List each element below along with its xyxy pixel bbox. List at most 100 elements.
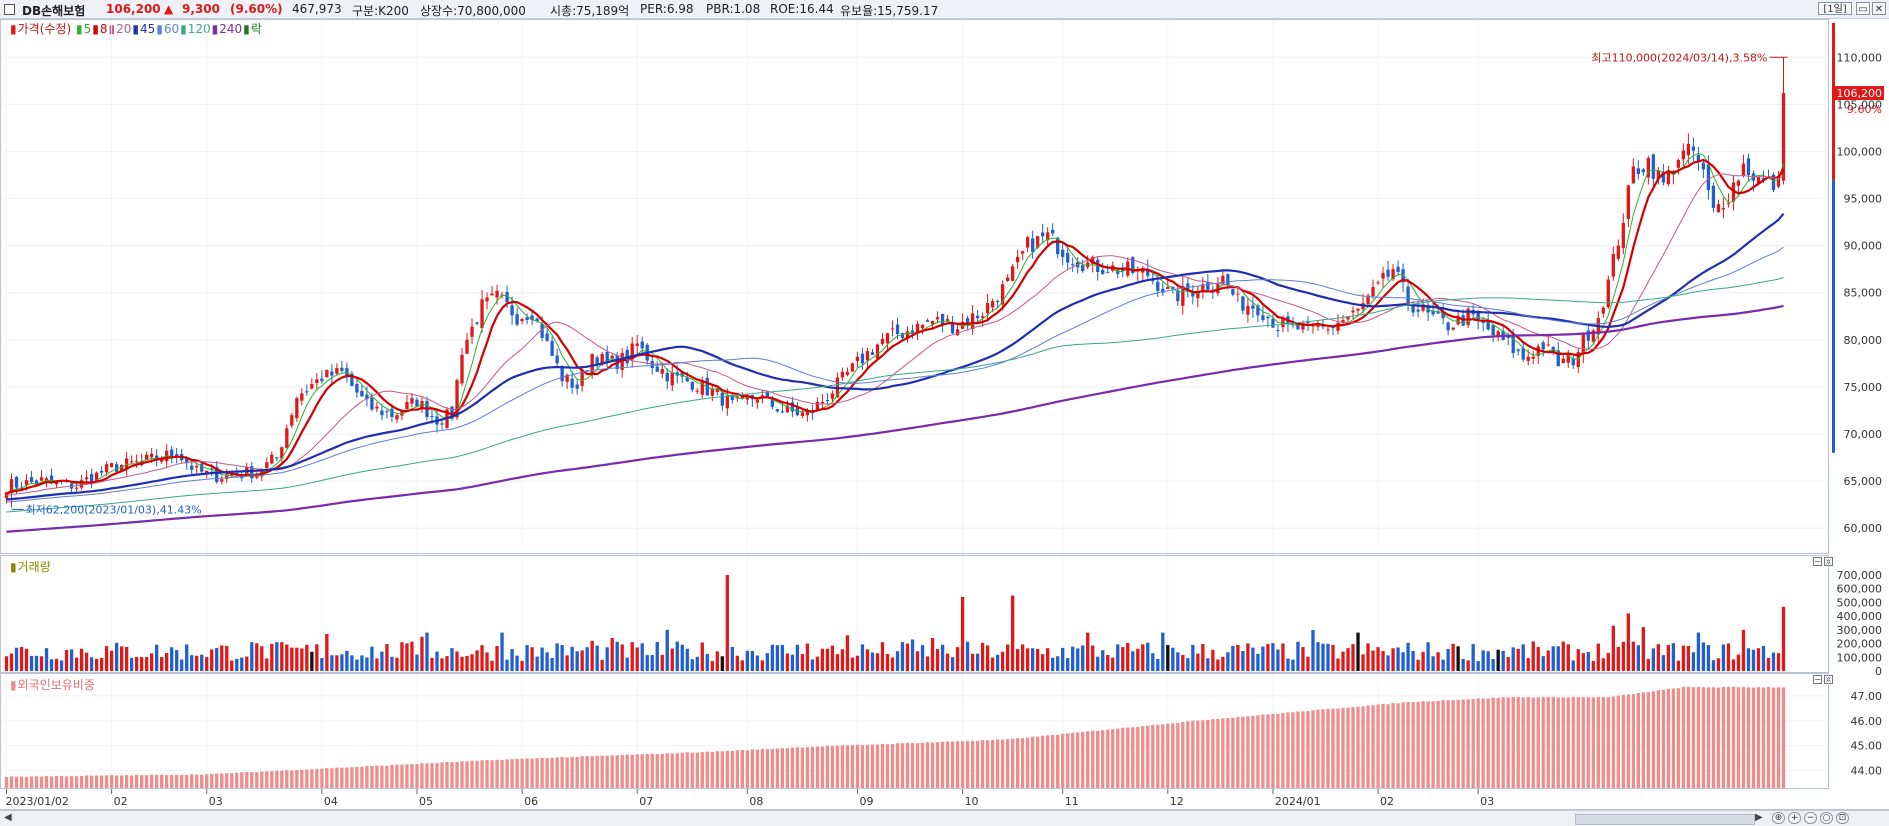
volume-bar	[1511, 647, 1515, 671]
zoom-in-icon[interactable]: +	[1788, 812, 1801, 824]
foreign-bar	[725, 750, 729, 788]
volume-bar	[245, 656, 249, 671]
foreign-bar	[820, 746, 825, 788]
volume-bar	[1681, 645, 1686, 671]
volume-bar	[1276, 649, 1280, 671]
candle-body	[705, 377, 709, 396]
foreign-bar	[920, 742, 925, 788]
volume-bar	[835, 654, 840, 671]
volume-bar	[325, 633, 329, 671]
candle-body	[1686, 143, 1691, 156]
foreign-bar	[250, 772, 254, 788]
candle-body	[510, 305, 514, 316]
period-button[interactable]: [1일]	[1818, 2, 1852, 15]
candle-body	[1521, 347, 1525, 360]
volume-bar	[485, 652, 489, 671]
volume-bar	[39, 656, 44, 671]
volume-bar	[475, 650, 479, 671]
foreign-bar	[1366, 705, 1370, 788]
stock-name[interactable]: DB손해보험	[22, 4, 86, 18]
candle-body	[270, 454, 274, 464]
candle-body	[465, 339, 469, 354]
zoom-fit-icon[interactable]: ⊡	[1836, 812, 1849, 824]
candle-body	[340, 367, 344, 371]
volume-bar	[1621, 641, 1625, 671]
foreign-bar	[1626, 694, 1630, 788]
foreign-bar	[59, 775, 64, 788]
foreign-bar	[79, 775, 84, 788]
candle-body	[590, 353, 594, 375]
foreign-bar	[1291, 712, 1295, 788]
volume-bar	[775, 645, 780, 671]
legend-ma-4[interactable]: 60	[163, 22, 180, 36]
legend-ma-3[interactable]: 45	[139, 22, 156, 36]
zoom-out-icon[interactable]: −	[1804, 812, 1817, 824]
candle-body	[915, 323, 920, 333]
foreign-panel-minimize-icon[interactable]: −	[1813, 675, 1822, 684]
scroll-thumb[interactable]	[1575, 814, 1755, 825]
volume-bar	[140, 657, 144, 671]
volume-bar	[1031, 648, 1035, 671]
candle-body	[54, 481, 59, 485]
foreign-bar	[1020, 738, 1025, 788]
candle-body	[855, 356, 860, 361]
scroll-right-icon[interactable]: ▶	[1755, 812, 1763, 823]
volume-bar	[1025, 648, 1030, 671]
candle-body	[930, 320, 935, 325]
legend-ma-5[interactable]: 120	[187, 22, 211, 36]
foreign-bar	[640, 754, 644, 788]
foreign-bar	[1036, 736, 1040, 788]
chart-scrollbar[interactable]: ◀ ▶ ⊕ + − ○ ⊡	[0, 810, 1889, 826]
volume-bar	[69, 649, 74, 671]
candle-body	[375, 406, 379, 409]
candle-body	[1371, 287, 1375, 297]
candle-body	[195, 466, 199, 468]
candle-body	[685, 377, 689, 382]
foreign-bar	[450, 762, 454, 788]
volume-bar	[1656, 644, 1661, 671]
legend-foreign[interactable]: 외국인보유비중	[17, 678, 95, 692]
candle-body	[1206, 282, 1210, 290]
volume-bar	[1626, 613, 1630, 671]
volume-bar	[820, 648, 825, 671]
minimize-icon[interactable]: ▭	[1856, 2, 1870, 15]
date-tick-label: 05	[419, 795, 433, 808]
close-icon[interactable]: ✕	[1872, 2, 1886, 15]
legend-volume[interactable]: 거래량	[17, 560, 51, 574]
header-checkbox[interactable]	[4, 4, 15, 15]
foreign-bar	[1076, 732, 1080, 788]
candle-body	[124, 458, 129, 469]
foreign-bar	[1411, 702, 1415, 788]
legend-ma-6[interactable]: 240	[219, 22, 243, 36]
candle-body	[875, 344, 880, 359]
volume-bar	[1666, 644, 1671, 671]
candle-body	[800, 412, 805, 417]
foreign-bar	[1561, 697, 1565, 788]
legend-ma-0[interactable]: 5	[83, 22, 92, 36]
candle-body	[660, 368, 664, 374]
legend-ma-1[interactable]: 8	[99, 22, 108, 36]
volume-bar	[1106, 654, 1110, 671]
foreign-bar	[1066, 733, 1070, 788]
volume-bar	[695, 656, 699, 671]
legend-price[interactable]: 가격(수정)	[17, 22, 72, 36]
candle-body	[240, 477, 244, 479]
candle-body	[1005, 277, 1010, 281]
foreign-bar	[665, 753, 669, 788]
volume-bar	[735, 655, 739, 671]
candle-body	[450, 406, 454, 419]
foreign-bar	[1306, 711, 1310, 788]
zoom-range-icon[interactable]: ⊕	[1772, 812, 1785, 824]
volume-bar	[790, 654, 795, 671]
foreign-bar	[975, 740, 980, 788]
foreign-bar	[1426, 701, 1430, 788]
volume-panel-minimize-icon[interactable]: −	[1813, 557, 1822, 566]
legend-ma-7[interactable]: 락	[250, 22, 262, 36]
foreign-bar	[615, 755, 619, 788]
scroll-left-icon[interactable]: ◀	[4, 812, 12, 823]
foreign-bar	[305, 769, 309, 788]
zoom-reset-icon[interactable]: ○	[1820, 812, 1833, 824]
candle-body	[610, 355, 614, 359]
legend-ma-2[interactable]: 20	[116, 22, 132, 36]
